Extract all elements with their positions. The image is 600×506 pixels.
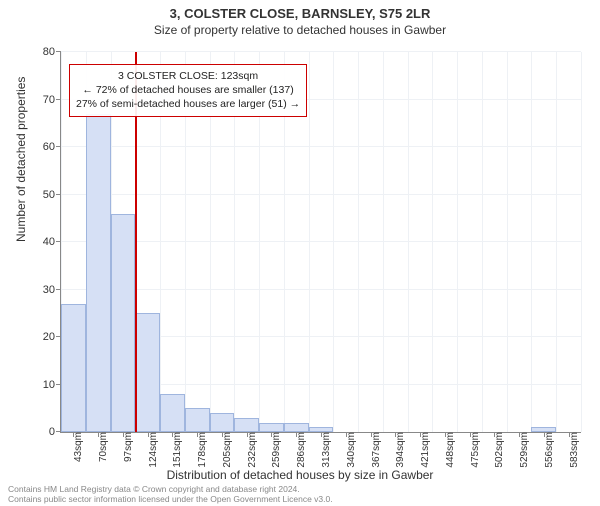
y-tick-label: 60 bbox=[25, 141, 61, 153]
x-tick-label: 259sqm bbox=[267, 432, 282, 468]
histogram-bar bbox=[234, 418, 259, 432]
x-tick-label: 502sqm bbox=[490, 432, 505, 468]
gridline-h bbox=[61, 194, 581, 195]
x-tick-label: 151sqm bbox=[168, 432, 183, 468]
y-tick-mark bbox=[56, 51, 61, 52]
gridline-v bbox=[358, 52, 359, 432]
gridline-v bbox=[531, 52, 532, 432]
y-tick-mark bbox=[56, 146, 61, 147]
y-tick-label: 50 bbox=[25, 189, 61, 201]
x-tick-label: 556sqm bbox=[540, 432, 555, 468]
gridline-v bbox=[383, 52, 384, 432]
gridline-h bbox=[61, 146, 581, 147]
y-tick-mark bbox=[56, 194, 61, 195]
x-tick-label: 232sqm bbox=[243, 432, 258, 468]
histogram-bar bbox=[210, 413, 235, 432]
histogram-bar bbox=[111, 214, 136, 433]
x-tick-label: 448sqm bbox=[441, 432, 456, 468]
x-axis-label: Distribution of detached houses by size … bbox=[0, 468, 600, 482]
x-tick-label: 70sqm bbox=[94, 432, 109, 462]
y-tick-mark bbox=[56, 99, 61, 100]
x-tick-label: 367sqm bbox=[367, 432, 382, 468]
gridline-h bbox=[61, 289, 581, 290]
footer-line-1: Contains HM Land Registry data © Crown c… bbox=[8, 484, 333, 494]
annotation-line-1: 3 COLSTER CLOSE: 123sqm bbox=[76, 69, 300, 83]
x-tick-label: 97sqm bbox=[119, 432, 134, 462]
x-tick-label: 43sqm bbox=[69, 432, 84, 462]
annotation-line-2: ← 72% of detached houses are smaller (13… bbox=[76, 83, 300, 97]
y-tick-label: 40 bbox=[25, 236, 61, 248]
annotation-box: 3 COLSTER CLOSE: 123sqm ← 72% of detache… bbox=[69, 64, 307, 117]
x-tick-label: 475sqm bbox=[466, 432, 481, 468]
histogram-bar bbox=[135, 313, 160, 432]
x-tick-label: 394sqm bbox=[391, 432, 406, 468]
x-tick-label: 529sqm bbox=[515, 432, 530, 468]
y-tick-label: 0 bbox=[25, 426, 61, 438]
y-tick-label: 30 bbox=[25, 284, 61, 296]
y-tick-mark bbox=[56, 289, 61, 290]
gridline-v bbox=[556, 52, 557, 432]
y-tick-label: 10 bbox=[25, 379, 61, 391]
x-tick-label: 178sqm bbox=[193, 432, 208, 468]
x-tick-label: 313sqm bbox=[317, 432, 332, 468]
histogram-bar bbox=[61, 304, 86, 432]
annotation-line-3: 27% of semi-detached houses are larger (… bbox=[76, 97, 300, 111]
footer-line-2: Contains public sector information licen… bbox=[8, 494, 333, 504]
histogram-bar bbox=[284, 423, 309, 433]
chart-area: 0102030405060708043sqm70sqm97sqm124sqm15… bbox=[60, 52, 580, 432]
x-tick-label: 286sqm bbox=[292, 432, 307, 468]
gridline-v bbox=[507, 52, 508, 432]
x-tick-label: 340sqm bbox=[342, 432, 357, 468]
y-tick-mark bbox=[56, 241, 61, 242]
x-tick-label: 205sqm bbox=[218, 432, 233, 468]
histogram-bar bbox=[86, 114, 111, 432]
histogram-bar bbox=[160, 394, 185, 432]
x-tick-label: 421sqm bbox=[416, 432, 431, 468]
gridline-h bbox=[61, 51, 581, 52]
x-tick-label: 124sqm bbox=[144, 432, 159, 468]
chart-title-sub: Size of property relative to detached ho… bbox=[0, 23, 600, 37]
gridline-h bbox=[61, 241, 581, 242]
footer-attribution: Contains HM Land Registry data © Crown c… bbox=[8, 484, 333, 504]
y-tick-label: 20 bbox=[25, 331, 61, 343]
gridline-v bbox=[457, 52, 458, 432]
chart-title-main: 3, COLSTER CLOSE, BARNSLEY, S75 2LR bbox=[0, 6, 600, 21]
histogram-bar bbox=[185, 408, 210, 432]
y-tick-label: 80 bbox=[25, 46, 61, 58]
x-tick-label: 583sqm bbox=[565, 432, 580, 468]
y-tick-label: 70 bbox=[25, 94, 61, 106]
gridline-v bbox=[408, 52, 409, 432]
gridline-v bbox=[309, 52, 310, 432]
gridline-v bbox=[432, 52, 433, 432]
gridline-v bbox=[482, 52, 483, 432]
plot-area: 0102030405060708043sqm70sqm97sqm124sqm15… bbox=[60, 52, 581, 433]
gridline-v bbox=[333, 52, 334, 432]
gridline-v bbox=[581, 52, 582, 432]
histogram-bar bbox=[259, 423, 284, 433]
